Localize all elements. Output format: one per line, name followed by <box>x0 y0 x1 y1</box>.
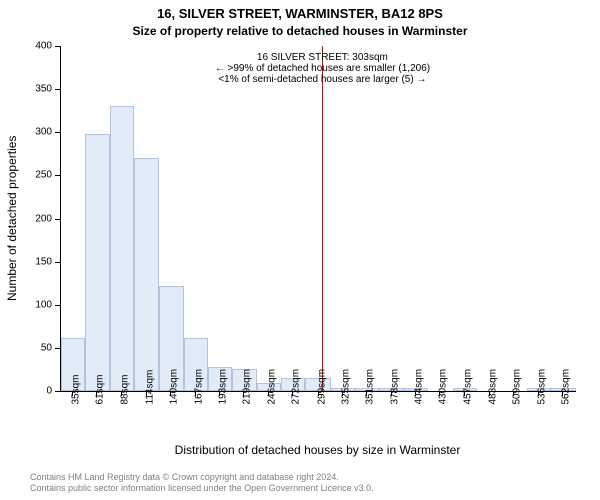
y-tick-label: 150 <box>0 256 52 267</box>
histogram-bar <box>85 134 110 391</box>
annotation-line: 16 SILVER STREET: 303sqm <box>215 52 430 63</box>
y-tick-label: 250 <box>0 170 52 181</box>
reference-line <box>322 46 323 391</box>
y-tick-label: 0 <box>0 386 52 397</box>
footer-line-1: Contains HM Land Registry data © Crown c… <box>30 472 600 483</box>
histogram-bar <box>110 106 134 391</box>
chart-subtitle: Size of property relative to detached ho… <box>0 24 600 38</box>
y-tick-mark <box>55 391 60 392</box>
y-tick-mark <box>55 262 60 263</box>
footer-line-2: Contains public sector information licen… <box>30 483 600 494</box>
attribution-footer: Contains HM Land Registry data © Crown c… <box>30 472 600 495</box>
y-tick-label: 100 <box>0 299 52 310</box>
plot-area: 16 SILVER STREET: 303sqm← >99% of detach… <box>60 46 576 392</box>
y-tick-label: 400 <box>0 41 52 52</box>
y-tick-label: 50 <box>0 342 52 353</box>
y-tick-mark <box>55 132 60 133</box>
y-tick-label: 300 <box>0 127 52 138</box>
chart-title: 16, SILVER STREET, WARMINSTER, BA12 8PS <box>0 6 600 21</box>
y-tick-mark <box>55 89 60 90</box>
y-tick-label: 350 <box>0 84 52 95</box>
y-tick-mark <box>55 46 60 47</box>
y-tick-label: 200 <box>0 213 52 224</box>
annotation-line: <1% of semi-detached houses are larger (… <box>215 74 430 85</box>
y-tick-mark <box>55 305 60 306</box>
y-tick-mark <box>55 348 60 349</box>
annotation-box: 16 SILVER STREET: 303sqm← >99% of detach… <box>215 52 430 85</box>
histogram-bar <box>134 158 158 391</box>
y-tick-mark <box>55 219 60 220</box>
annotation-line: ← >99% of detached houses are smaller (1… <box>215 63 430 74</box>
chart-container: 16, SILVER STREET, WARMINSTER, BA12 8PS … <box>0 0 600 500</box>
y-tick-mark <box>55 175 60 176</box>
x-axis-label: Distribution of detached houses by size … <box>60 443 575 457</box>
